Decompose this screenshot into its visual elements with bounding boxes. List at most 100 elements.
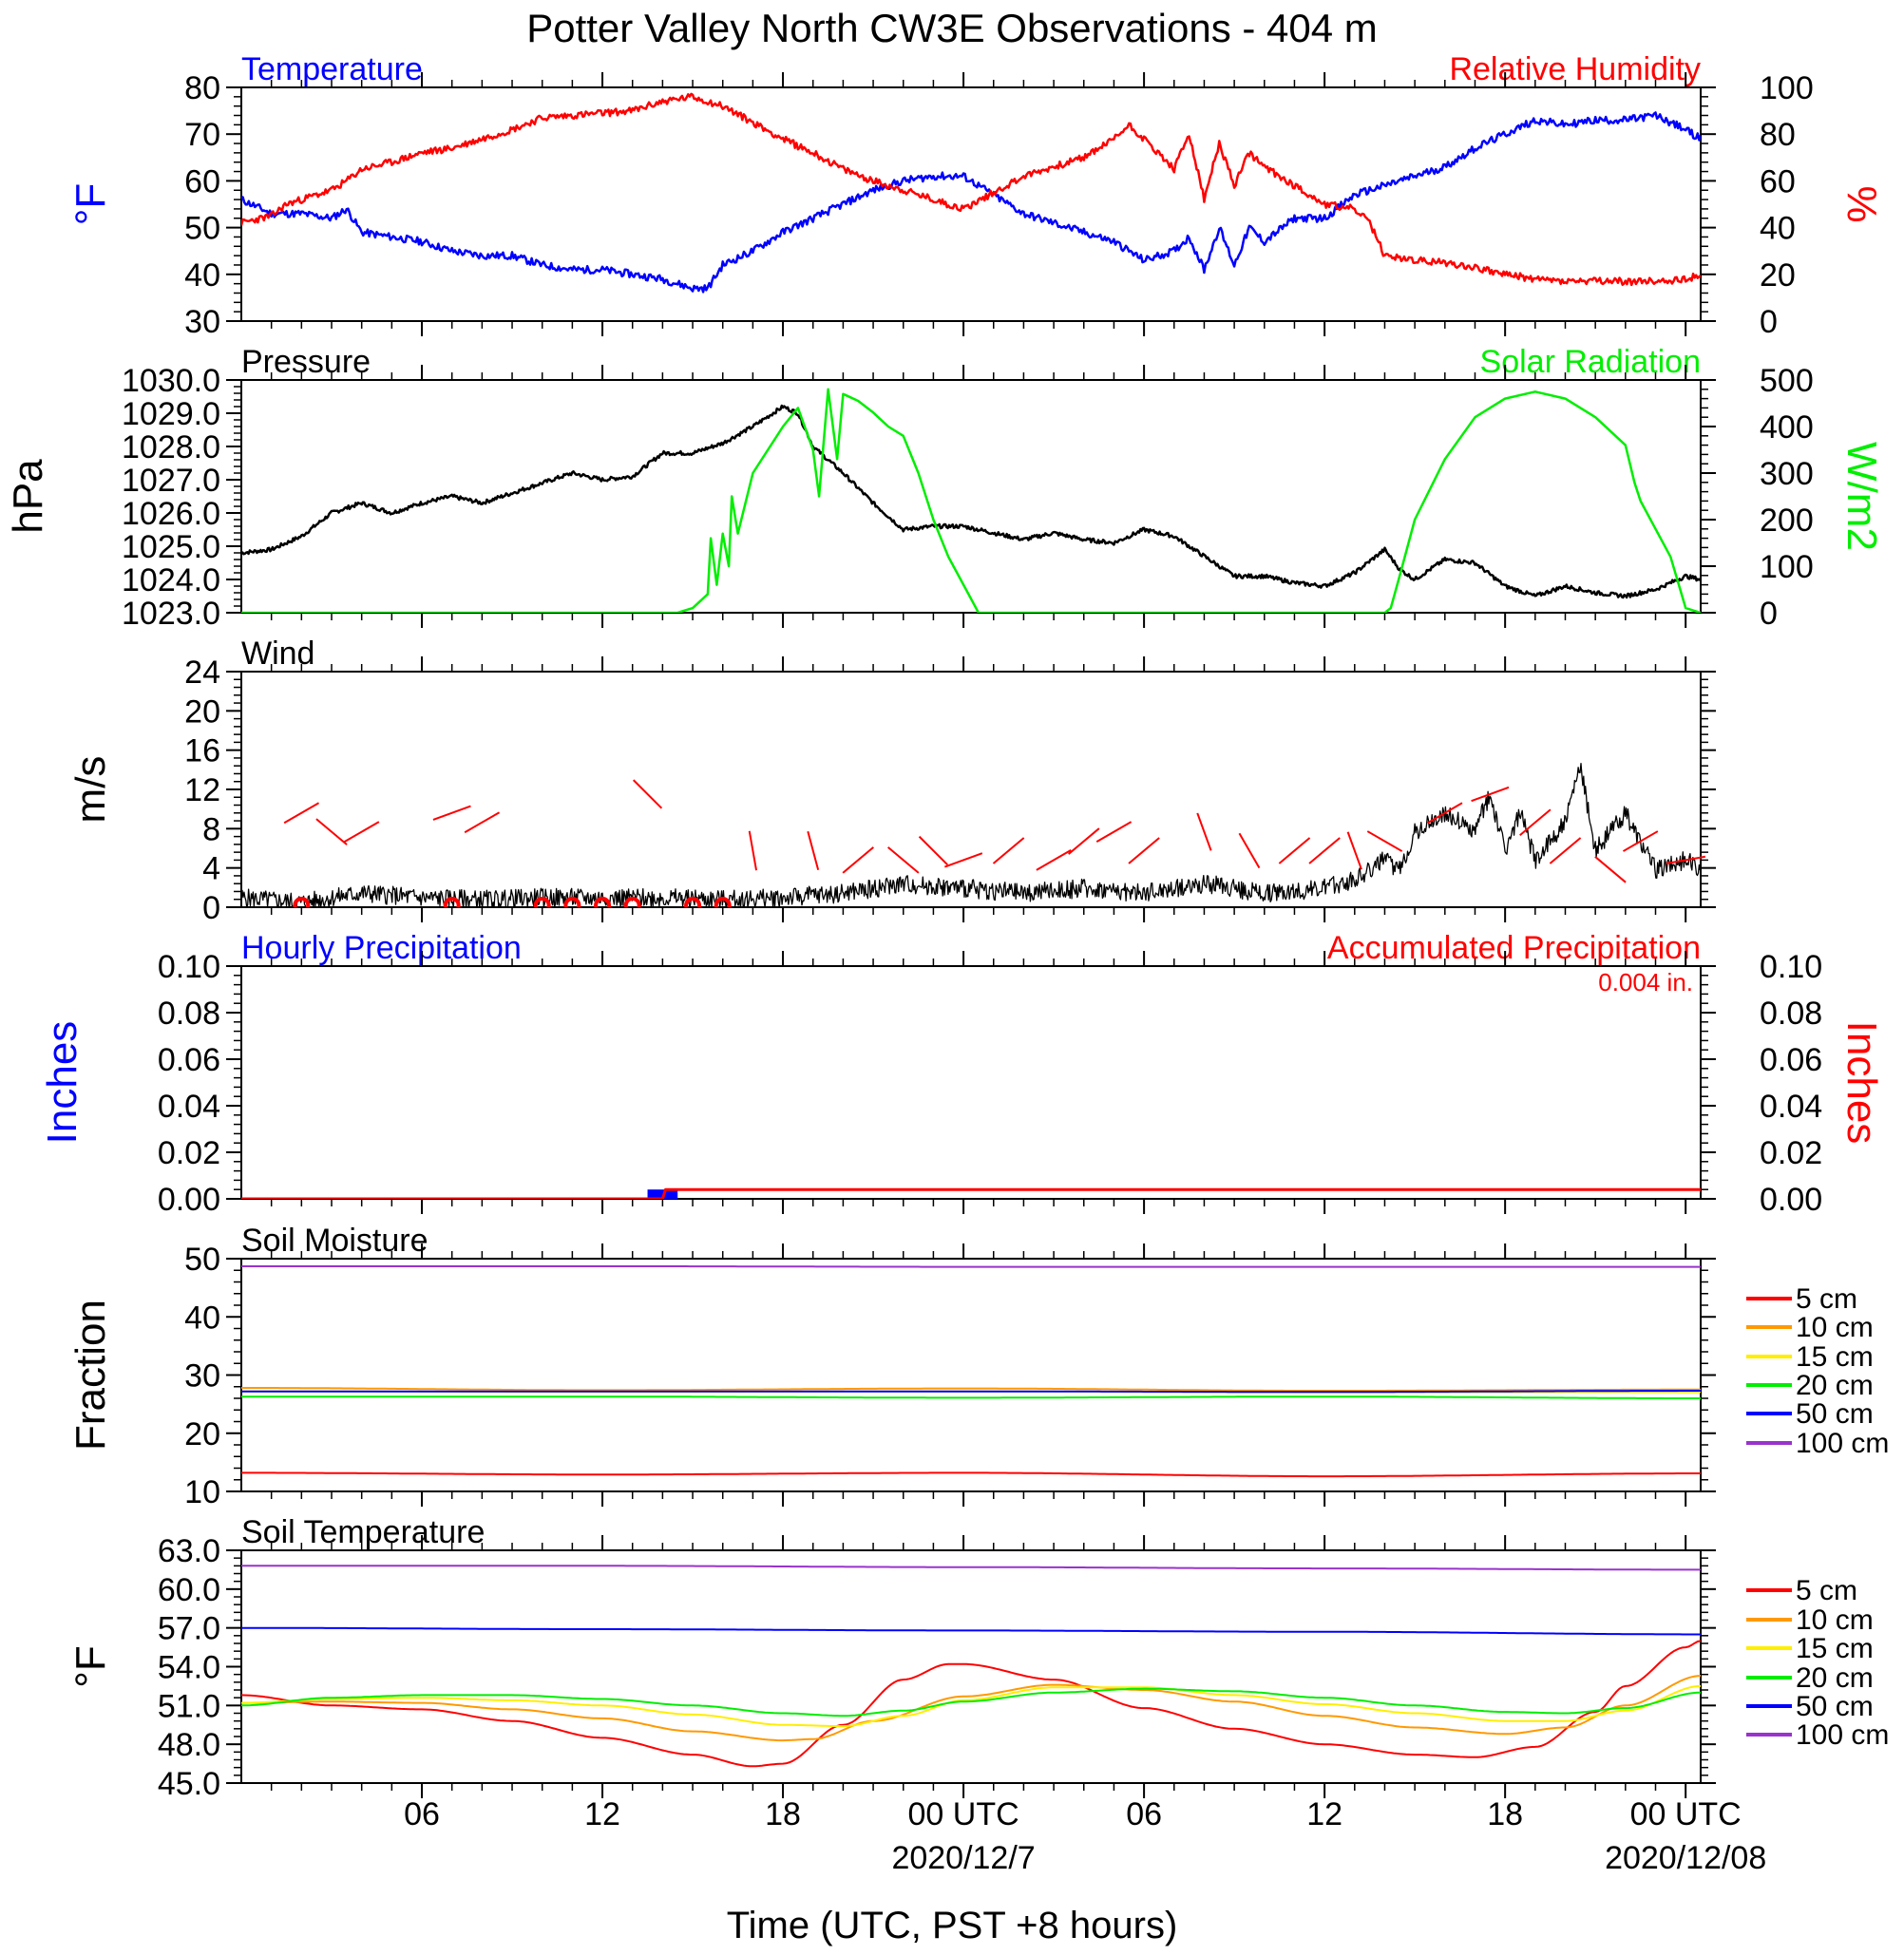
y-tick-label: 57.0 [158,1611,220,1647]
panel-0-title-right: Relative Humidity [1449,51,1701,87]
y-tick-label: 50 [184,211,220,247]
wind-barb [807,830,820,871]
y-tick-label: 12 [184,772,220,808]
wind-barbs [283,779,1706,883]
panel-0-plot [241,92,1701,294]
y-tick-label: 1029.0 [122,396,220,432]
wind-barb [632,779,663,809]
y-tick-label: 0.08 [158,996,220,1032]
panel-1-plot [241,388,1701,613]
wind-barb [887,846,920,874]
y-tick-right-label: 0.10 [1760,949,1822,985]
wind-barb [1036,849,1072,871]
series-20-cm [241,1687,1701,1718]
y-tick-label: 70 [184,117,220,153]
legend-label: 15 cm [1796,1341,1874,1373]
wind-barb [1095,821,1133,844]
panel-3-ylabel-right: Inches [1838,1021,1885,1145]
panel-3-plot [241,1187,1701,1199]
wind-barb [842,846,874,874]
y-tick-right-label: 0.02 [1760,1135,1822,1171]
wind-barb [1427,802,1463,825]
series-5-cm [241,1471,1701,1478]
y-tick-label: 10 [184,1474,220,1510]
y-tick-right-label: 400 [1760,409,1814,446]
panel-0-frame [240,86,1702,322]
x-tick-label: 18 [765,1796,801,1832]
panel-4-plot [241,1265,1701,1478]
y-tick-right-label: 0.00 [1760,1182,1822,1218]
panel-1-ylabel: hPa [5,459,51,534]
panel-4-ylabel: Fraction [67,1300,114,1451]
legend-label: 15 cm [1796,1633,1874,1664]
panel-5-plot [241,1565,1701,1768]
y-tick-right-label: 500 [1760,363,1814,399]
y-tick-label: 20 [184,1416,220,1452]
x-axis: 06 12 18 00 UTC 2020/12/7 06 12 18 00 UTC 2020/12… [270,72,1766,1876]
legend-label: 10 cm [1796,1312,1874,1343]
panel-3-title-left: Hourly Precipitation [241,930,522,966]
calm-markers [293,897,732,907]
wind-barb [1238,832,1261,869]
x-axis-label: Time (UTC, PST +8 hours) [727,1905,1178,1946]
y-tick-label: 1030.0 [122,363,220,399]
legend-label: 10 cm [1796,1604,1874,1636]
y-tick-label: 1026.0 [122,496,220,532]
x-tick-label: 06 [404,1796,440,1832]
y-tick-label: 0.10 [158,949,220,985]
legend-label: 50 cm [1796,1398,1874,1430]
y-tick-label: 0.04 [158,1089,220,1125]
series-5-cm [241,1640,1701,1768]
y-tick-right-label: 20 [1760,257,1796,294]
panel-0-ylabel: °F [67,183,114,225]
panel-5-title-left: Soil Temperature [241,1514,485,1550]
x-tick-date: 2020/12/7 [891,1840,1035,1876]
calm-wind-marker [594,897,612,907]
y-tick-right-label: 80 [1760,117,1796,153]
x-tick-label: 12 [584,1796,620,1832]
panel-2-title-left: Wind [241,636,314,672]
legend-label: 20 cm [1796,1662,1874,1694]
x-tick-label: 12 [1306,1796,1342,1832]
calm-wind-marker [533,897,551,907]
series-wind [241,763,1701,907]
y-tick-label: 1023.0 [122,596,220,632]
y-tick-right-label: 200 [1760,503,1814,539]
y-tick-right-label: 0.08 [1760,996,1822,1032]
series-20-cm [241,1395,1701,1399]
y-tick-label: 51.0 [158,1688,220,1724]
y-tick-label: 30 [184,1358,220,1395]
calm-wind-marker [293,897,311,907]
wind-barb [283,802,320,825]
wind-barb [992,837,1025,864]
series-10-cm [241,1387,1701,1392]
wind-barb [944,852,983,868]
calm-wind-marker [563,897,581,907]
wind-barb [1366,830,1403,852]
panel-1-title-right: Solar Radiation [1480,344,1701,380]
x-tick-label: 18 [1487,1796,1523,1832]
y-tick-label: 48.0 [158,1727,220,1763]
chart-title: Potter Valley North CW3E Observations - … [526,6,1378,50]
y-tick-right-label: 40 [1760,211,1796,247]
panel-5: Soil Temperature 45.048.051.054.057.060.0… [67,1514,1889,1802]
y-tick-label: 1027.0 [122,463,220,499]
wind-barb [432,805,471,821]
series-temperature [241,111,1701,294]
panel-0-ylabel-right: % [1838,185,1885,222]
y-tick-right-label: 300 [1760,456,1814,492]
y-tick-label: 1028.0 [122,429,220,465]
y-tick-label: 0.00 [158,1182,220,1218]
panel-1: Pressure Solar Radiation 1023.01024.01025.… [5,344,1885,632]
legend-label: 100 cm [1796,1428,1889,1459]
series-15-cm [241,1684,1701,1728]
y-tick-right-label: 0.06 [1760,1042,1822,1078]
wind-barb [1278,837,1311,864]
calm-wind-marker [684,897,702,907]
x-tick-label: 06 [1126,1796,1162,1832]
wind-barb [918,835,948,866]
